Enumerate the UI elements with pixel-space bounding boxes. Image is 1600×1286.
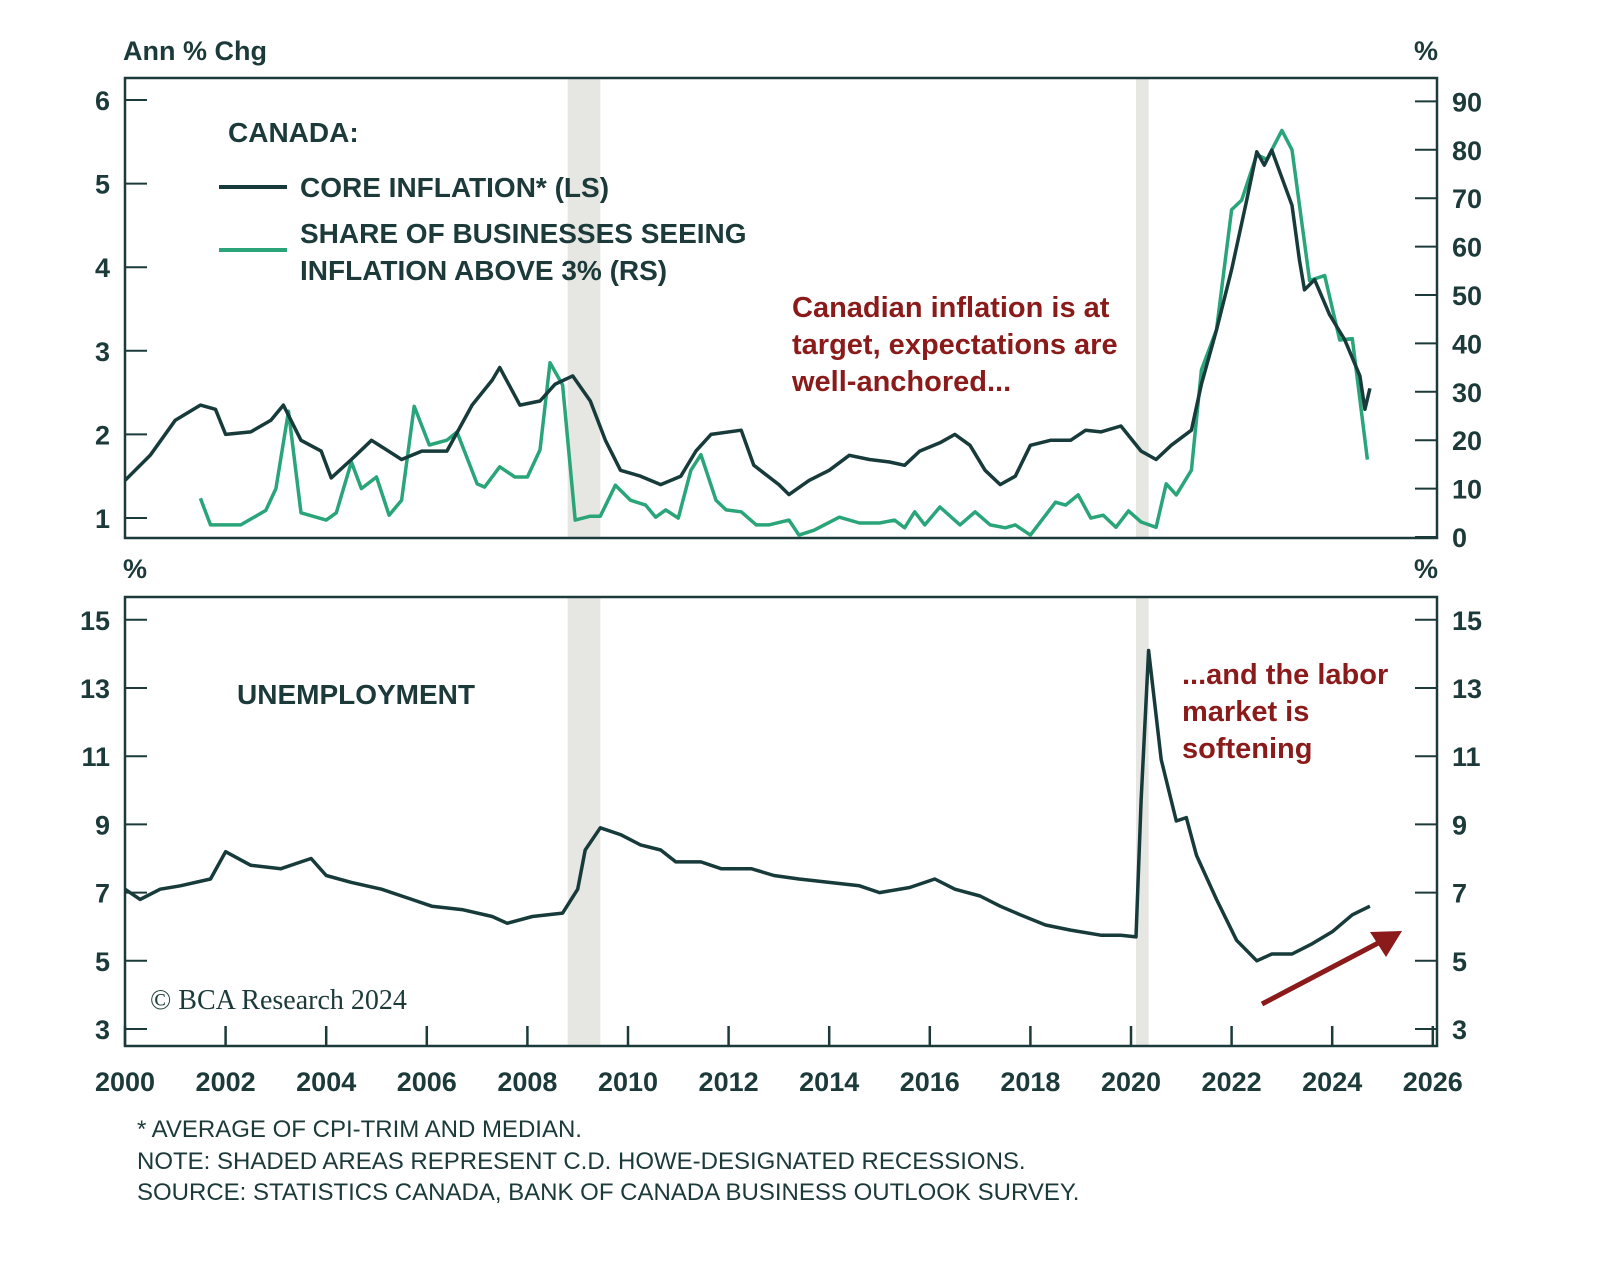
y-tick-label-left: 1: [95, 504, 110, 534]
y-tick-label-left-bottom: 13: [80, 674, 110, 704]
bottom-right-unit: %: [1414, 554, 1438, 584]
y-tick-label-right: 90: [1452, 87, 1482, 117]
y-tick-label-left-bottom: 11: [81, 742, 110, 772]
bca-research-logo: © BCA Research 2024: [150, 985, 407, 1016]
x-tick-label: 2010: [598, 1067, 658, 1097]
x-tick-label: 2020: [1101, 1067, 1161, 1097]
x-tick-label: 2002: [196, 1067, 256, 1097]
y-tick-label-left: 4: [95, 253, 110, 283]
recession-band-bottom: [567, 597, 601, 1046]
x-tick-label: 2004: [296, 1067, 356, 1097]
annotation-inflation-3: well-anchored...: [791, 366, 1011, 398]
footnote-3: SOURCE: STATISTICS CANADA, BANK OF CANAD…: [137, 1179, 1079, 1206]
y-tick-label-left-bottom: 15: [80, 606, 110, 636]
annotation-labor-1: ...and the labor: [1182, 659, 1388, 691]
footnote-2: NOTE: SHADED AREAS REPRESENT C.D. HOWE-D…: [137, 1148, 1026, 1175]
annotation-labor-2: market is: [1182, 696, 1309, 728]
y-tick-label-right-bottom: 5: [1452, 947, 1467, 977]
x-tick-label: 2012: [699, 1067, 759, 1097]
y-tick-label-left-bottom: 9: [95, 810, 110, 840]
y-tick-label-right: 70: [1452, 184, 1482, 214]
x-tick-label: 2022: [1202, 1067, 1262, 1097]
y-tick-label-left: 6: [95, 86, 110, 116]
y-tick-label-right-bottom: 15: [1452, 606, 1482, 636]
x-tick-label: 2014: [799, 1067, 859, 1097]
x-tick-label: 2024: [1302, 1067, 1362, 1097]
legend-share-label-1: SHARE OF BUSINESSES SEEING: [300, 218, 747, 249]
y-tick-label-right: 50: [1452, 281, 1482, 311]
recession-band-top: [1136, 78, 1149, 538]
y-tick-label-right: 20: [1452, 426, 1482, 456]
annotation-inflation-1: Canadian inflation is at: [792, 292, 1110, 324]
y-tick-label-left-bottom: 3: [95, 1015, 110, 1045]
recession-band-top: [567, 78, 601, 538]
bottom-panel-frame: [123, 595, 1439, 1048]
share-of-businesses-line: [198, 128, 1370, 537]
y-tick-label-left: 5: [95, 170, 110, 200]
y-tick-label-left: 2: [95, 420, 110, 450]
x-tick-label: 2026: [1403, 1067, 1463, 1097]
top-panel-title: CANADA:: [228, 117, 359, 148]
y-tick-label-right-bottom: 11: [1452, 742, 1481, 772]
core-inflation-line: [123, 148, 1372, 497]
x-tick-label: 2016: [900, 1067, 960, 1097]
y-tick-label-right: 40: [1452, 329, 1482, 359]
y-tick-label-right-bottom: 13: [1452, 674, 1482, 704]
y-tick-label-right: 60: [1452, 233, 1482, 263]
series-lines: [123, 128, 1372, 963]
y-tick-label-right: 30: [1452, 378, 1482, 408]
top-panel-frame: [123, 76, 1439, 540]
arrow-up-right-icon: [1260, 931, 1402, 1007]
annotation-labor-3: softening: [1182, 733, 1313, 765]
y-tick-label-left-bottom: 5: [95, 947, 110, 977]
y-tick-label-left-bottom: 7: [95, 879, 110, 909]
y-tick-label-right-bottom: 3: [1452, 1015, 1467, 1045]
legend-share-label-2: INFLATION ABOVE 3% (RS): [300, 255, 667, 286]
top-left-unit: Ann % Chg: [123, 36, 267, 66]
x-tick-label: 2000: [95, 1067, 155, 1097]
x-tick-label: 2006: [397, 1067, 457, 1097]
y-tick-label-right: 0: [1452, 523, 1467, 553]
legend-core-label: CORE INFLATION* (LS): [300, 172, 609, 203]
y-tick-label-left: 3: [95, 337, 110, 367]
y-tick-label-right: 80: [1452, 136, 1482, 166]
x-tick-label: 2018: [1000, 1067, 1060, 1097]
bottom-panel-title: UNEMPLOYMENT: [237, 679, 475, 710]
y-tick-label-right: 10: [1452, 475, 1482, 505]
y-tick-label-right-bottom: 9: [1452, 810, 1467, 840]
top-right-unit: %: [1414, 36, 1438, 66]
unemployment-line: [124, 648, 1371, 963]
footnote-1: * AVERAGE OF CPI-TRIM AND MEDIAN.: [137, 1116, 582, 1143]
annotation-inflation-2: target, expectations are: [792, 329, 1118, 361]
x-tick-label: 2008: [497, 1067, 557, 1097]
y-tick-label-right-bottom: 7: [1452, 879, 1467, 909]
bottom-left-unit: %: [123, 554, 147, 584]
